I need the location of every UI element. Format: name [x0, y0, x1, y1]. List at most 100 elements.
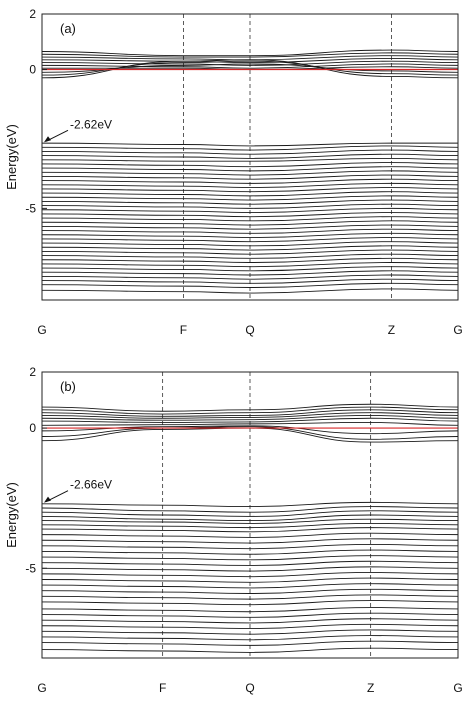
- y-tick-label: 2: [29, 7, 36, 21]
- band-line-25: [42, 203, 458, 209]
- band-line-17: [42, 170, 458, 176]
- band-line-12: [42, 510, 458, 517]
- band-line-15: [42, 162, 458, 168]
- band-line-21: [42, 187, 458, 193]
- band-line-14: [42, 157, 458, 162]
- band-line-7: [42, 63, 458, 73]
- band-line-44: [42, 282, 458, 288]
- band-line-29: [42, 600, 458, 606]
- kpoint-label-Q: Q: [245, 681, 254, 695]
- kpoint-label-G: G: [37, 681, 46, 695]
- band-line-12: [42, 149, 458, 155]
- kpoint-label-Z: Z: [388, 323, 395, 337]
- band-line-38: [42, 257, 458, 263]
- band-line-22: [42, 560, 458, 566]
- band-line-42: [42, 274, 458, 280]
- band-line-15: [42, 522, 458, 529]
- y-tick-label: 0: [29, 63, 36, 77]
- y-tick-label: -5: [25, 201, 36, 215]
- kpoint-label-F: F: [159, 681, 166, 695]
- band-line-3: [42, 57, 458, 64]
- band-line-43: [42, 278, 458, 284]
- kpoint-label-Z: Z: [367, 681, 374, 695]
- y-tick-label: 2: [29, 365, 36, 379]
- band-line-0: [42, 403, 458, 412]
- band-line-39: [42, 262, 458, 268]
- kpoint-label-F: F: [180, 323, 187, 337]
- band-line-18: [42, 174, 458, 180]
- bands: [42, 403, 458, 653]
- annotation-label: -2.62eV: [70, 117, 112, 131]
- y-tick-label: -5: [25, 561, 36, 575]
- band-line-35: [42, 635, 458, 641]
- band-line-16: [42, 166, 458, 172]
- band-line-34: [42, 241, 458, 247]
- band-line-23: [42, 195, 458, 201]
- band-line-4: [42, 60, 458, 66]
- band-line-8: [42, 426, 458, 440]
- band-line-16: [42, 527, 458, 533]
- band-line-37: [42, 253, 458, 259]
- band-line-1: [42, 52, 458, 58]
- plot-frame: [41, 13, 459, 301]
- panel-label: (b): [60, 379, 76, 394]
- band-line-27: [42, 588, 458, 594]
- kpoint-label-Q: Q: [245, 323, 254, 337]
- kpoint-label-G: G: [37, 323, 46, 337]
- band-line-22: [42, 191, 458, 197]
- band-line-5: [42, 417, 458, 423]
- band-line-30: [42, 224, 458, 230]
- band-line-30: [42, 607, 458, 613]
- annotation-label: -2.66eV: [70, 478, 112, 492]
- panel-a: 2 0 -5 Energy(eV) G F Q Z G (a) -2.62eV: [4, 7, 463, 337]
- annotation-arrow-head: [44, 136, 51, 143]
- band-line-11: [42, 506, 458, 513]
- annotation-arrow-head: [44, 496, 51, 503]
- y-axis-label: Energy(eV): [4, 482, 19, 548]
- band-line-0: [42, 49, 458, 57]
- band-line-40: [42, 266, 458, 272]
- band-line-36: [42, 249, 458, 255]
- band-line-37: [42, 647, 458, 653]
- band-line-27: [42, 212, 458, 218]
- band-line-18: [42, 538, 458, 544]
- band-line-26: [42, 207, 458, 213]
- band-line-1: [42, 406, 458, 415]
- band-line-35: [42, 245, 458, 251]
- band-line-20: [42, 182, 458, 188]
- band-line-14: [42, 518, 458, 524]
- panel-label: (a): [60, 21, 76, 36]
- band-line-26: [42, 583, 458, 589]
- band-line-20: [42, 549, 458, 555]
- band-line-19: [42, 543, 458, 550]
- band-line-2: [42, 409, 458, 417]
- band-line-24: [42, 199, 458, 205]
- kpoint-label-G: G: [453, 323, 462, 337]
- band-line-13: [42, 514, 458, 522]
- band-line-24: [42, 572, 458, 578]
- band-line-23: [42, 566, 458, 572]
- band-line-6: [42, 422, 458, 426]
- band-line-10: [42, 142, 458, 147]
- band-line-45: [42, 288, 458, 294]
- band-line-25: [42, 577, 458, 583]
- band-line-36: [42, 640, 458, 646]
- band-line-32: [42, 232, 458, 238]
- plot-frame: [41, 371, 459, 659]
- band-line-4: [42, 415, 458, 421]
- band-line-33: [42, 623, 458, 630]
- band-line-10: [42, 501, 458, 508]
- band-line-21: [42, 555, 458, 561]
- band-line-13: [42, 153, 458, 159]
- band-line-11: [42, 145, 458, 151]
- band-line-9: [42, 59, 458, 79]
- band-line-29: [42, 220, 458, 226]
- bands: [42, 49, 458, 294]
- band-line-34: [42, 629, 458, 635]
- band-line-3: [42, 412, 458, 419]
- panel-b: 2 0 -5 Energy(eV) G F Q Z G (b) -2.66eV: [4, 365, 463, 695]
- band-line-28: [42, 216, 458, 222]
- band-line-31: [42, 612, 458, 618]
- kpoint-label-G: G: [453, 681, 462, 695]
